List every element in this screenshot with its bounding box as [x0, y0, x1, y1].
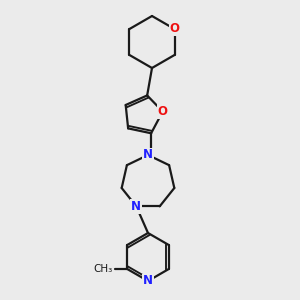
Text: O: O: [158, 105, 168, 118]
Text: N: N: [143, 274, 153, 287]
Text: CH₃: CH₃: [93, 264, 112, 274]
Text: O: O: [169, 22, 179, 35]
Text: N: N: [131, 200, 141, 213]
Text: N: N: [143, 148, 153, 161]
